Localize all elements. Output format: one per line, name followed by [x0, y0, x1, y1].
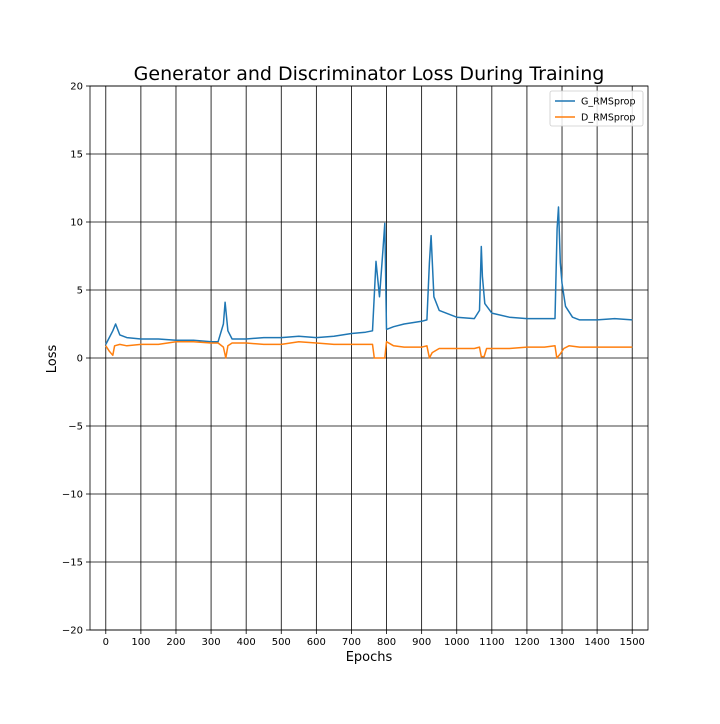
y-axis-ticks: −20 −15 −10 −5 0 5 10 15 20: [62, 82, 90, 637]
y-tick-label: −5: [68, 422, 83, 433]
x-tick-label: 800: [377, 637, 396, 648]
x-tick-label: 600: [307, 637, 326, 648]
y-tick-label: −15: [62, 558, 83, 569]
series-line-g-rmsprop: [105, 206, 633, 345]
y-tick-label: 5: [77, 286, 83, 297]
legend: G_RMSprop D_RMSprop: [549, 90, 644, 127]
y-tick-label: −10: [62, 490, 83, 501]
x-tick-label: 200: [166, 637, 185, 648]
x-tick-label: 1300: [549, 637, 574, 648]
x-tick-label: 400: [237, 637, 256, 648]
y-axis-label: Loss: [45, 345, 60, 374]
x-tick-label: 0: [103, 637, 109, 648]
x-axis-label: Epochs: [346, 650, 393, 665]
x-tick-label: 1500: [619, 637, 644, 648]
x-tick-label: 500: [272, 637, 291, 648]
grid: [90, 85, 648, 631]
x-tick-label: 100: [131, 637, 150, 648]
y-tick-label: 0: [77, 354, 83, 365]
x-axis-ticks: 0 100 200 300 400 500 600 700 800 900 1000 1100 1200…: [103, 630, 645, 648]
x-tick-label: 1200: [514, 637, 539, 648]
x-tick-label: 300: [202, 637, 221, 648]
x-tick-label: 1000: [444, 637, 469, 648]
y-tick-label: −20: [62, 626, 83, 637]
x-tick-label: 700: [342, 637, 361, 648]
series-lines: [105, 206, 633, 359]
x-tick-label: 1400: [584, 637, 609, 648]
chart-title: Generator and Discriminator Loss During …: [134, 63, 605, 85]
y-tick-label: 10: [70, 218, 83, 229]
legend-label: D_RMSprop: [581, 113, 635, 124]
legend-label: G_RMSprop: [581, 97, 636, 108]
y-tick-label: 20: [70, 82, 83, 93]
x-tick-label: 900: [412, 637, 431, 648]
series-line-d-rmsprop: [105, 340, 633, 359]
y-tick-label: 15: [70, 150, 83, 161]
x-tick-label: 1100: [479, 637, 504, 648]
